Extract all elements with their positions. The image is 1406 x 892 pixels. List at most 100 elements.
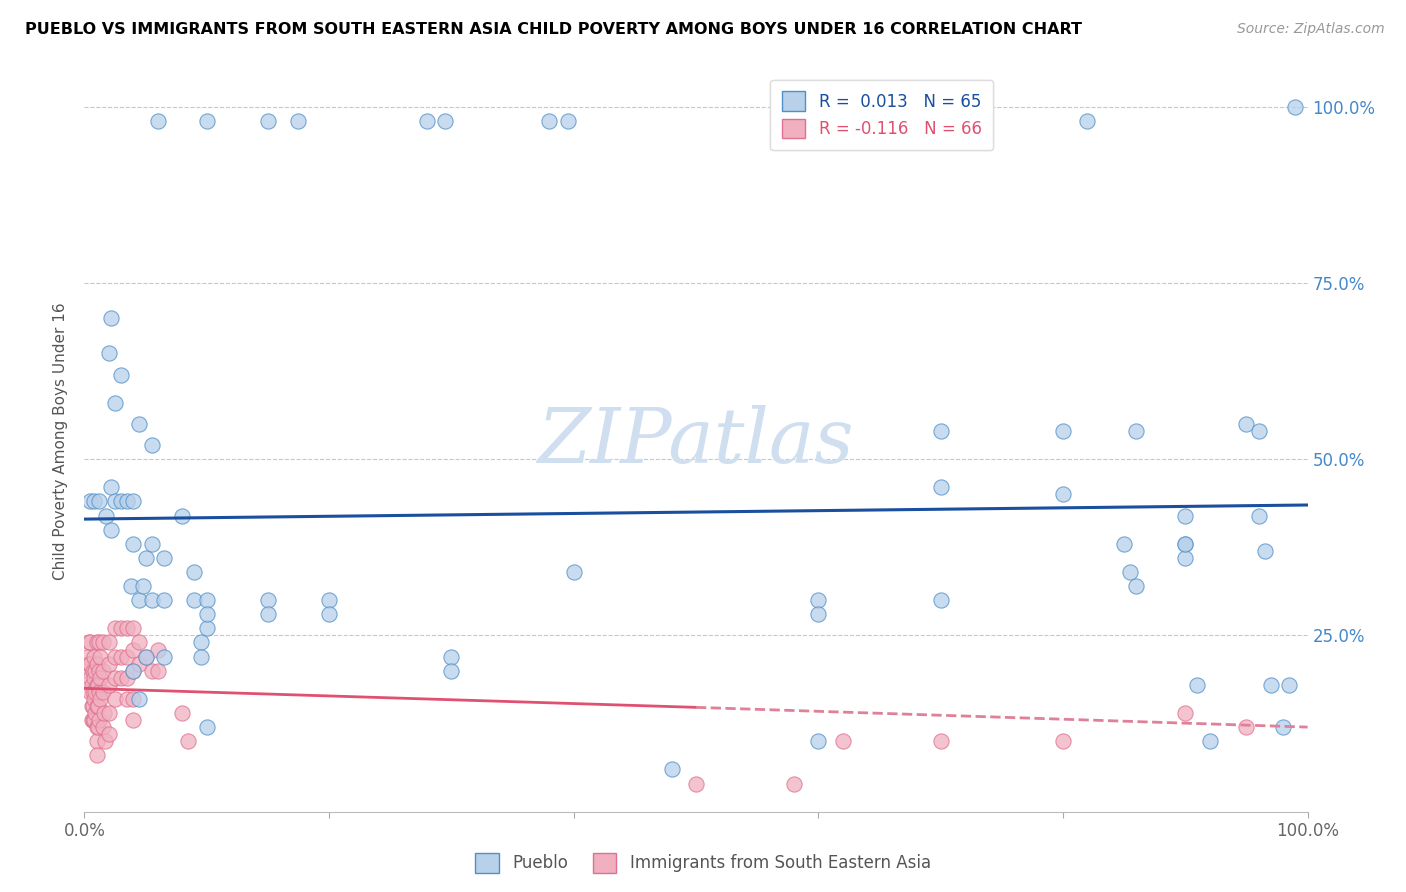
Point <box>128 593 150 607</box>
Point <box>122 713 145 727</box>
Point <box>1125 424 1147 438</box>
Point <box>115 494 138 508</box>
Point <box>190 649 212 664</box>
Point <box>79 494 101 508</box>
Point <box>110 621 132 635</box>
Point <box>141 593 163 607</box>
Point <box>83 713 105 727</box>
Point <box>100 480 122 494</box>
Point <box>84 685 107 699</box>
Point <box>856 113 879 128</box>
Point <box>87 713 110 727</box>
Point <box>1114 537 1136 551</box>
Point <box>120 579 142 593</box>
Point <box>115 671 138 685</box>
Point <box>86 678 108 692</box>
Point <box>83 671 105 685</box>
Y-axis label: Child Poverty Among Boys Under 16: Child Poverty Among Boys Under 16 <box>52 302 67 581</box>
Point <box>1174 537 1197 551</box>
Point <box>122 494 145 508</box>
Point <box>135 649 157 664</box>
Point <box>141 438 163 452</box>
Point <box>141 664 163 678</box>
Point <box>79 685 101 699</box>
Point <box>86 698 108 713</box>
Point <box>807 607 830 622</box>
Point <box>104 396 127 410</box>
Point <box>128 657 150 671</box>
Point <box>91 664 114 678</box>
Point <box>132 579 155 593</box>
Point <box>110 671 132 685</box>
Point <box>87 720 110 734</box>
Point <box>91 720 114 734</box>
Point <box>87 685 110 699</box>
Point <box>86 635 108 649</box>
Point <box>82 685 104 699</box>
Point <box>929 480 952 494</box>
Text: PUEBLO VS IMMIGRANTS FROM SOUTH EASTERN ASIA CHILD POVERTY AMONG BOYS UNDER 16 C: PUEBLO VS IMMIGRANTS FROM SOUTH EASTERN … <box>25 22 1083 37</box>
Point <box>89 649 111 664</box>
Point <box>96 508 118 523</box>
Point <box>122 537 145 551</box>
Point <box>929 424 952 438</box>
Point <box>1278 678 1301 692</box>
Point <box>110 649 132 664</box>
Point <box>195 621 218 635</box>
Point <box>80 698 103 713</box>
Legend: Pueblo, Immigrants from South Eastern Asia: Pueblo, Immigrants from South Eastern As… <box>468 847 938 880</box>
Point <box>93 706 115 720</box>
Point <box>153 593 176 607</box>
Point <box>434 113 457 128</box>
Point <box>77 657 100 671</box>
Point <box>190 635 212 649</box>
Point <box>104 671 127 685</box>
Point <box>1174 706 1197 720</box>
Point <box>104 649 127 664</box>
Point <box>122 642 145 657</box>
Point <box>115 621 138 635</box>
Point <box>318 607 340 622</box>
Point <box>77 664 100 678</box>
Point <box>83 494 105 508</box>
Point <box>79 671 101 685</box>
Text: ZIPatlas: ZIPatlas <box>537 405 855 478</box>
Point <box>135 550 157 565</box>
Point <box>141 537 163 551</box>
Point <box>831 734 853 748</box>
Point <box>128 635 150 649</box>
Legend: R =  0.013   N = 65, R = -0.116   N = 66: R = 0.013 N = 65, R = -0.116 N = 66 <box>770 79 994 150</box>
Point <box>1052 734 1074 748</box>
Point <box>115 692 138 706</box>
Point <box>783 776 806 790</box>
Point <box>807 734 830 748</box>
Point <box>1076 113 1098 128</box>
Point <box>1174 550 1197 565</box>
Point <box>146 113 169 128</box>
Point <box>557 113 579 128</box>
Point <box>86 657 108 671</box>
Point <box>440 649 463 664</box>
Point <box>1174 508 1197 523</box>
Point <box>1247 508 1270 523</box>
Point <box>82 664 104 678</box>
Point <box>195 593 218 607</box>
Point <box>97 706 120 720</box>
Point <box>97 678 120 692</box>
Point <box>91 685 114 699</box>
Point <box>89 692 111 706</box>
Point <box>97 727 120 741</box>
Point <box>183 565 205 579</box>
Point <box>87 678 110 692</box>
Point <box>91 635 114 649</box>
Point <box>1052 424 1074 438</box>
Point <box>1187 678 1209 692</box>
Point <box>87 698 110 713</box>
Point <box>122 664 145 678</box>
Point <box>1052 487 1074 501</box>
Point <box>1236 417 1258 431</box>
Point <box>177 734 200 748</box>
Text: Source: ZipAtlas.com: Source: ZipAtlas.com <box>1237 22 1385 37</box>
Point <box>172 706 194 720</box>
Point <box>82 713 104 727</box>
